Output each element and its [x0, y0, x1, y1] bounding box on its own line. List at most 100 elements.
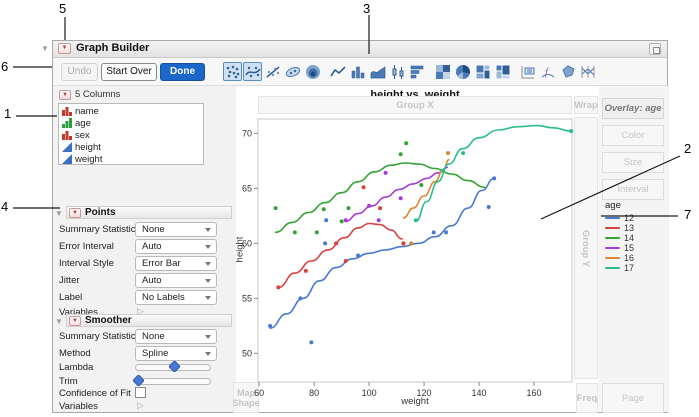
continuous-icon	[62, 142, 72, 152]
trim-slider[interactable]	[132, 374, 211, 387]
red-triangle-menu-icon[interactable]: ▼	[59, 89, 71, 100]
column-item-name[interactable]: name	[62, 105, 203, 117]
red-triangle-menu-icon[interactable]: ▼	[58, 43, 71, 54]
overlay-drop-zone[interactable]: Overlay: age	[602, 98, 664, 119]
summary-statistic-select[interactable]: None	[135, 222, 217, 237]
column-item-age[interactable]: age	[62, 117, 203, 129]
done-button[interactable]: Done	[160, 63, 205, 81]
disclosure-triangle-icon[interactable]: ▼	[55, 317, 63, 326]
callout-7: 7	[684, 207, 692, 222]
disclosure-right-icon[interactable]: ▷	[137, 306, 144, 316]
continuous-icon	[62, 154, 72, 164]
page-drop-zone[interactable]: Page	[602, 383, 664, 413]
error-interval-row: Error Interval Auto	[59, 239, 231, 255]
points-variables-row: Variables ▷	[59, 306, 144, 318]
method-select[interactable]: Spline	[135, 346, 217, 361]
chevron-down-icon	[205, 279, 211, 283]
legend-swatch	[605, 227, 620, 229]
interval-style-select[interactable]: Error Bar	[135, 256, 217, 271]
jitter-select[interactable]: Auto	[135, 273, 217, 288]
svg-text:60: 60	[242, 238, 252, 248]
chevron-down-icon	[205, 335, 211, 339]
nominal-icon	[62, 107, 72, 116]
area-chart-icon[interactable]	[368, 62, 387, 81]
column-item-height[interactable]: height	[62, 141, 203, 153]
callout-1: 1	[4, 106, 12, 121]
parallel-plot-icon[interactable]	[578, 62, 597, 81]
legend-item[interactable]: 17	[605, 263, 634, 273]
legend-swatch	[605, 217, 620, 219]
dock-window-icon[interactable]	[649, 43, 661, 55]
caption-box-icon[interactable]	[518, 62, 537, 81]
line-chart-icon[interactable]	[328, 62, 347, 81]
treemap-icon[interactable]	[473, 62, 492, 81]
ellipse-icon[interactable]	[283, 62, 302, 81]
smoother-icon[interactable]	[243, 62, 262, 81]
window-title: Graph Builder	[76, 42, 150, 54]
size-drop-zone[interactable]: Size	[602, 152, 664, 173]
start-over-button[interactable]: Start Over	[101, 63, 157, 81]
smoother-variables-row: Variables ▷	[59, 400, 144, 412]
wrap-drop-zone[interactable]: Wrap	[574, 96, 598, 114]
heatmap-icon[interactable]	[433, 62, 452, 81]
points-icon[interactable]	[223, 62, 242, 81]
mosaic-plot-icon[interactable]	[493, 62, 512, 81]
slider-thumb[interactable]	[168, 360, 182, 373]
svg-text:55: 55	[242, 293, 252, 303]
label-row: Label No Labels	[59, 290, 231, 306]
formula-icon[interactable]: f	[538, 62, 557, 81]
disclosure-triangle-icon[interactable]: ▼	[55, 209, 63, 218]
outline-disclosure-icon[interactable]: ▼	[41, 44, 49, 53]
legend-item[interactable]: 13	[605, 223, 634, 233]
legend-item[interactable]: 14	[605, 233, 634, 243]
column-item-weight[interactable]: weight	[62, 153, 203, 165]
legend-item[interactable]: 16	[605, 253, 634, 263]
red-triangle-menu-icon[interactable]: ▼	[69, 315, 81, 326]
disclosure-right-icon[interactable]: ▷	[137, 400, 144, 410]
scatter-plot[interactable]: 60 80 100 120 140 160 50 55 60 65 70	[236, 109, 599, 401]
columns-header: ▼ 5 Columns	[59, 88, 120, 101]
legend-swatch	[605, 257, 620, 259]
pie-chart-icon[interactable]	[453, 62, 472, 81]
line-of-fit-icon[interactable]	[263, 62, 282, 81]
contour-icon[interactable]	[303, 62, 322, 81]
slider-thumb[interactable]	[132, 374, 146, 387]
svg-text:120: 120	[417, 388, 432, 398]
svg-text:65: 65	[242, 183, 252, 193]
jitter-row: Jitter Auto	[59, 273, 231, 289]
chevron-down-icon	[205, 262, 211, 266]
svg-text:f: f	[545, 66, 550, 78]
nominal-icon	[62, 131, 72, 140]
lambda-row: Lambda	[59, 360, 231, 376]
red-triangle-menu-icon[interactable]: ▼	[69, 207, 81, 218]
box-plot-icon[interactable]	[388, 62, 407, 81]
interval-drop-zone[interactable]: Interval	[602, 179, 664, 200]
confidence-of-fit-checkbox[interactable]	[135, 387, 146, 398]
smoother-section-header: ▼ Smoother	[66, 314, 232, 327]
x-axis-label: weight	[401, 396, 429, 407]
map-shape-drop-zone[interactable]: Map Shape	[233, 382, 260, 413]
column-item-sex[interactable]: sex	[62, 129, 203, 141]
bar-chart-icon[interactable]	[348, 62, 367, 81]
interval-style-row: Interval Style Error Bar	[59, 256, 231, 272]
column-list: name age sex height weight	[58, 103, 204, 165]
color-drop-zone[interactable]: Color	[602, 125, 664, 146]
chevron-down-icon	[205, 296, 211, 300]
label-select[interactable]: No Labels	[135, 290, 217, 305]
svg-text:80: 80	[309, 388, 319, 398]
histogram-icon[interactable]	[408, 62, 427, 81]
smoother-summary-statistic-row: Summary Statistic None	[59, 329, 231, 345]
undo-button[interactable]: Undo	[61, 63, 98, 81]
callout-2: 2	[684, 141, 692, 156]
legend-item[interactable]: 15	[605, 243, 634, 253]
group-x-drop-zone[interactable]: Group X	[258, 96, 572, 114]
svg-text:100: 100	[362, 388, 377, 398]
smoother-summary-statistic-select[interactable]: None	[135, 329, 217, 344]
map-shape-icon[interactable]	[558, 62, 577, 81]
lambda-slider[interactable]	[135, 360, 211, 373]
method-row: Method Spline	[59, 346, 231, 362]
svg-text:70: 70	[242, 128, 252, 138]
error-interval-select[interactable]: Auto	[135, 239, 217, 254]
freq-drop-zone[interactable]: Freq	[576, 383, 598, 413]
legend-item[interactable]: 12	[605, 213, 634, 223]
